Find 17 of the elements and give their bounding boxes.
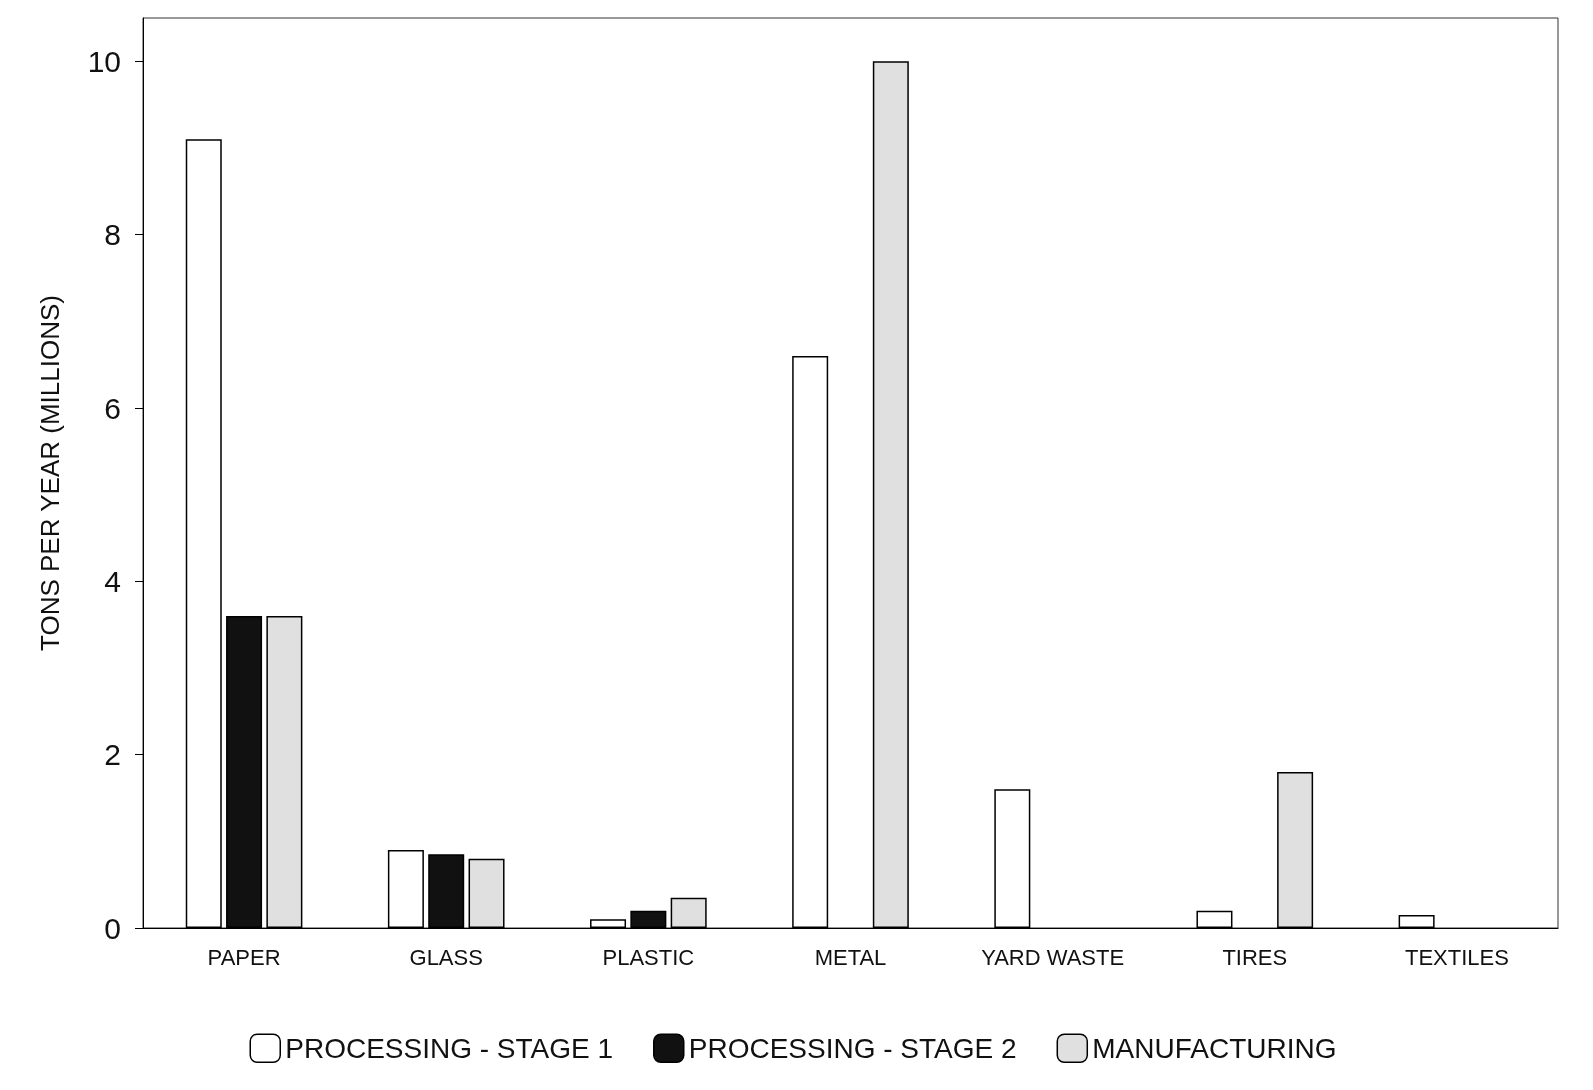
x-tick-label: METAL (814, 944, 887, 970)
legend-label: PROCESSING - STAGE 2 (688, 1032, 1017, 1064)
y-tick-label: 8 (104, 218, 121, 252)
y-tick-label: 0 (104, 911, 121, 945)
x-tick-label: YARD WASTE (981, 944, 1125, 970)
y-tick-label: 2 (104, 738, 121, 772)
y-tick-label: 10 (87, 44, 121, 78)
x-tick-label: PAPER (207, 944, 281, 970)
y-tick-label: 6 (104, 391, 121, 425)
y-axis-title: TONS PER YEAR (MILLIONS) (35, 295, 65, 651)
x-tick-label: GLASS (409, 944, 483, 970)
x-tick-label: PLASTIC (602, 944, 695, 970)
x-tick-label: TIRES (1222, 944, 1288, 970)
legend-label: PROCESSING - STAGE 1 (285, 1032, 614, 1064)
legend-label: MANUFACTURING (1092, 1032, 1337, 1064)
x-tick-label: TEXTILES (1404, 944, 1509, 970)
y-tick-label: 4 (104, 564, 121, 598)
